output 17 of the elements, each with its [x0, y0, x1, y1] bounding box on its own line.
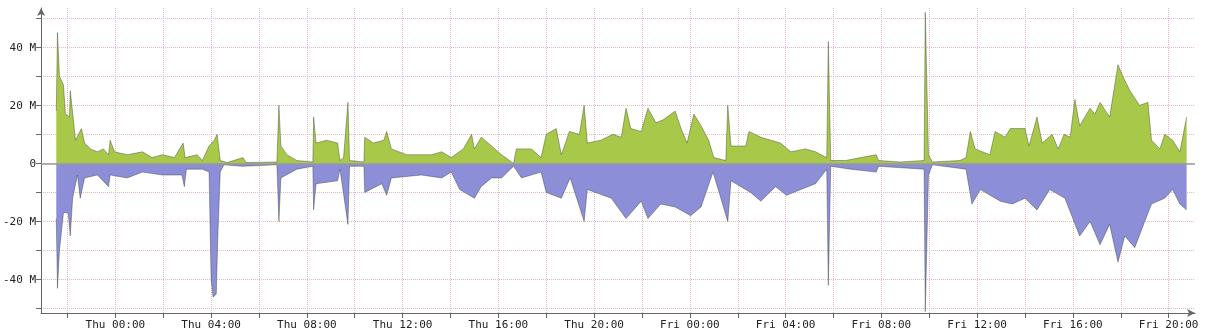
y-tick-label: -20 M: [2, 215, 37, 228]
x-tick-label: Fri 20:00: [1138, 318, 1199, 331]
x-tick-label: Thu 00:00: [85, 318, 146, 331]
x-tick-label: Thu 08:00: [277, 318, 337, 331]
y-tick-label: -40 M: [2, 273, 37, 287]
x-tick-label: Fri 12:00: [947, 318, 1007, 331]
x-tick-label: Thu 12:00: [372, 318, 433, 331]
y-tick-label: 40 M: [9, 40, 37, 54]
y-tick-label: 0: [29, 156, 37, 170]
x-tick-label: Thu 20:00: [564, 318, 624, 331]
x-tick-label: Fri 04:00: [755, 318, 816, 331]
x-tick-label: Fri 16:00: [1043, 318, 1103, 331]
x-tick-label: Fri 08:00: [851, 318, 912, 331]
x-tick-label: Thu 16:00: [468, 318, 529, 331]
x-tick-label: Thu 04:00: [181, 318, 241, 331]
y-tick-label: 20 M: [9, 98, 37, 112]
x-tick-label: Fri 00:00: [660, 318, 720, 331]
